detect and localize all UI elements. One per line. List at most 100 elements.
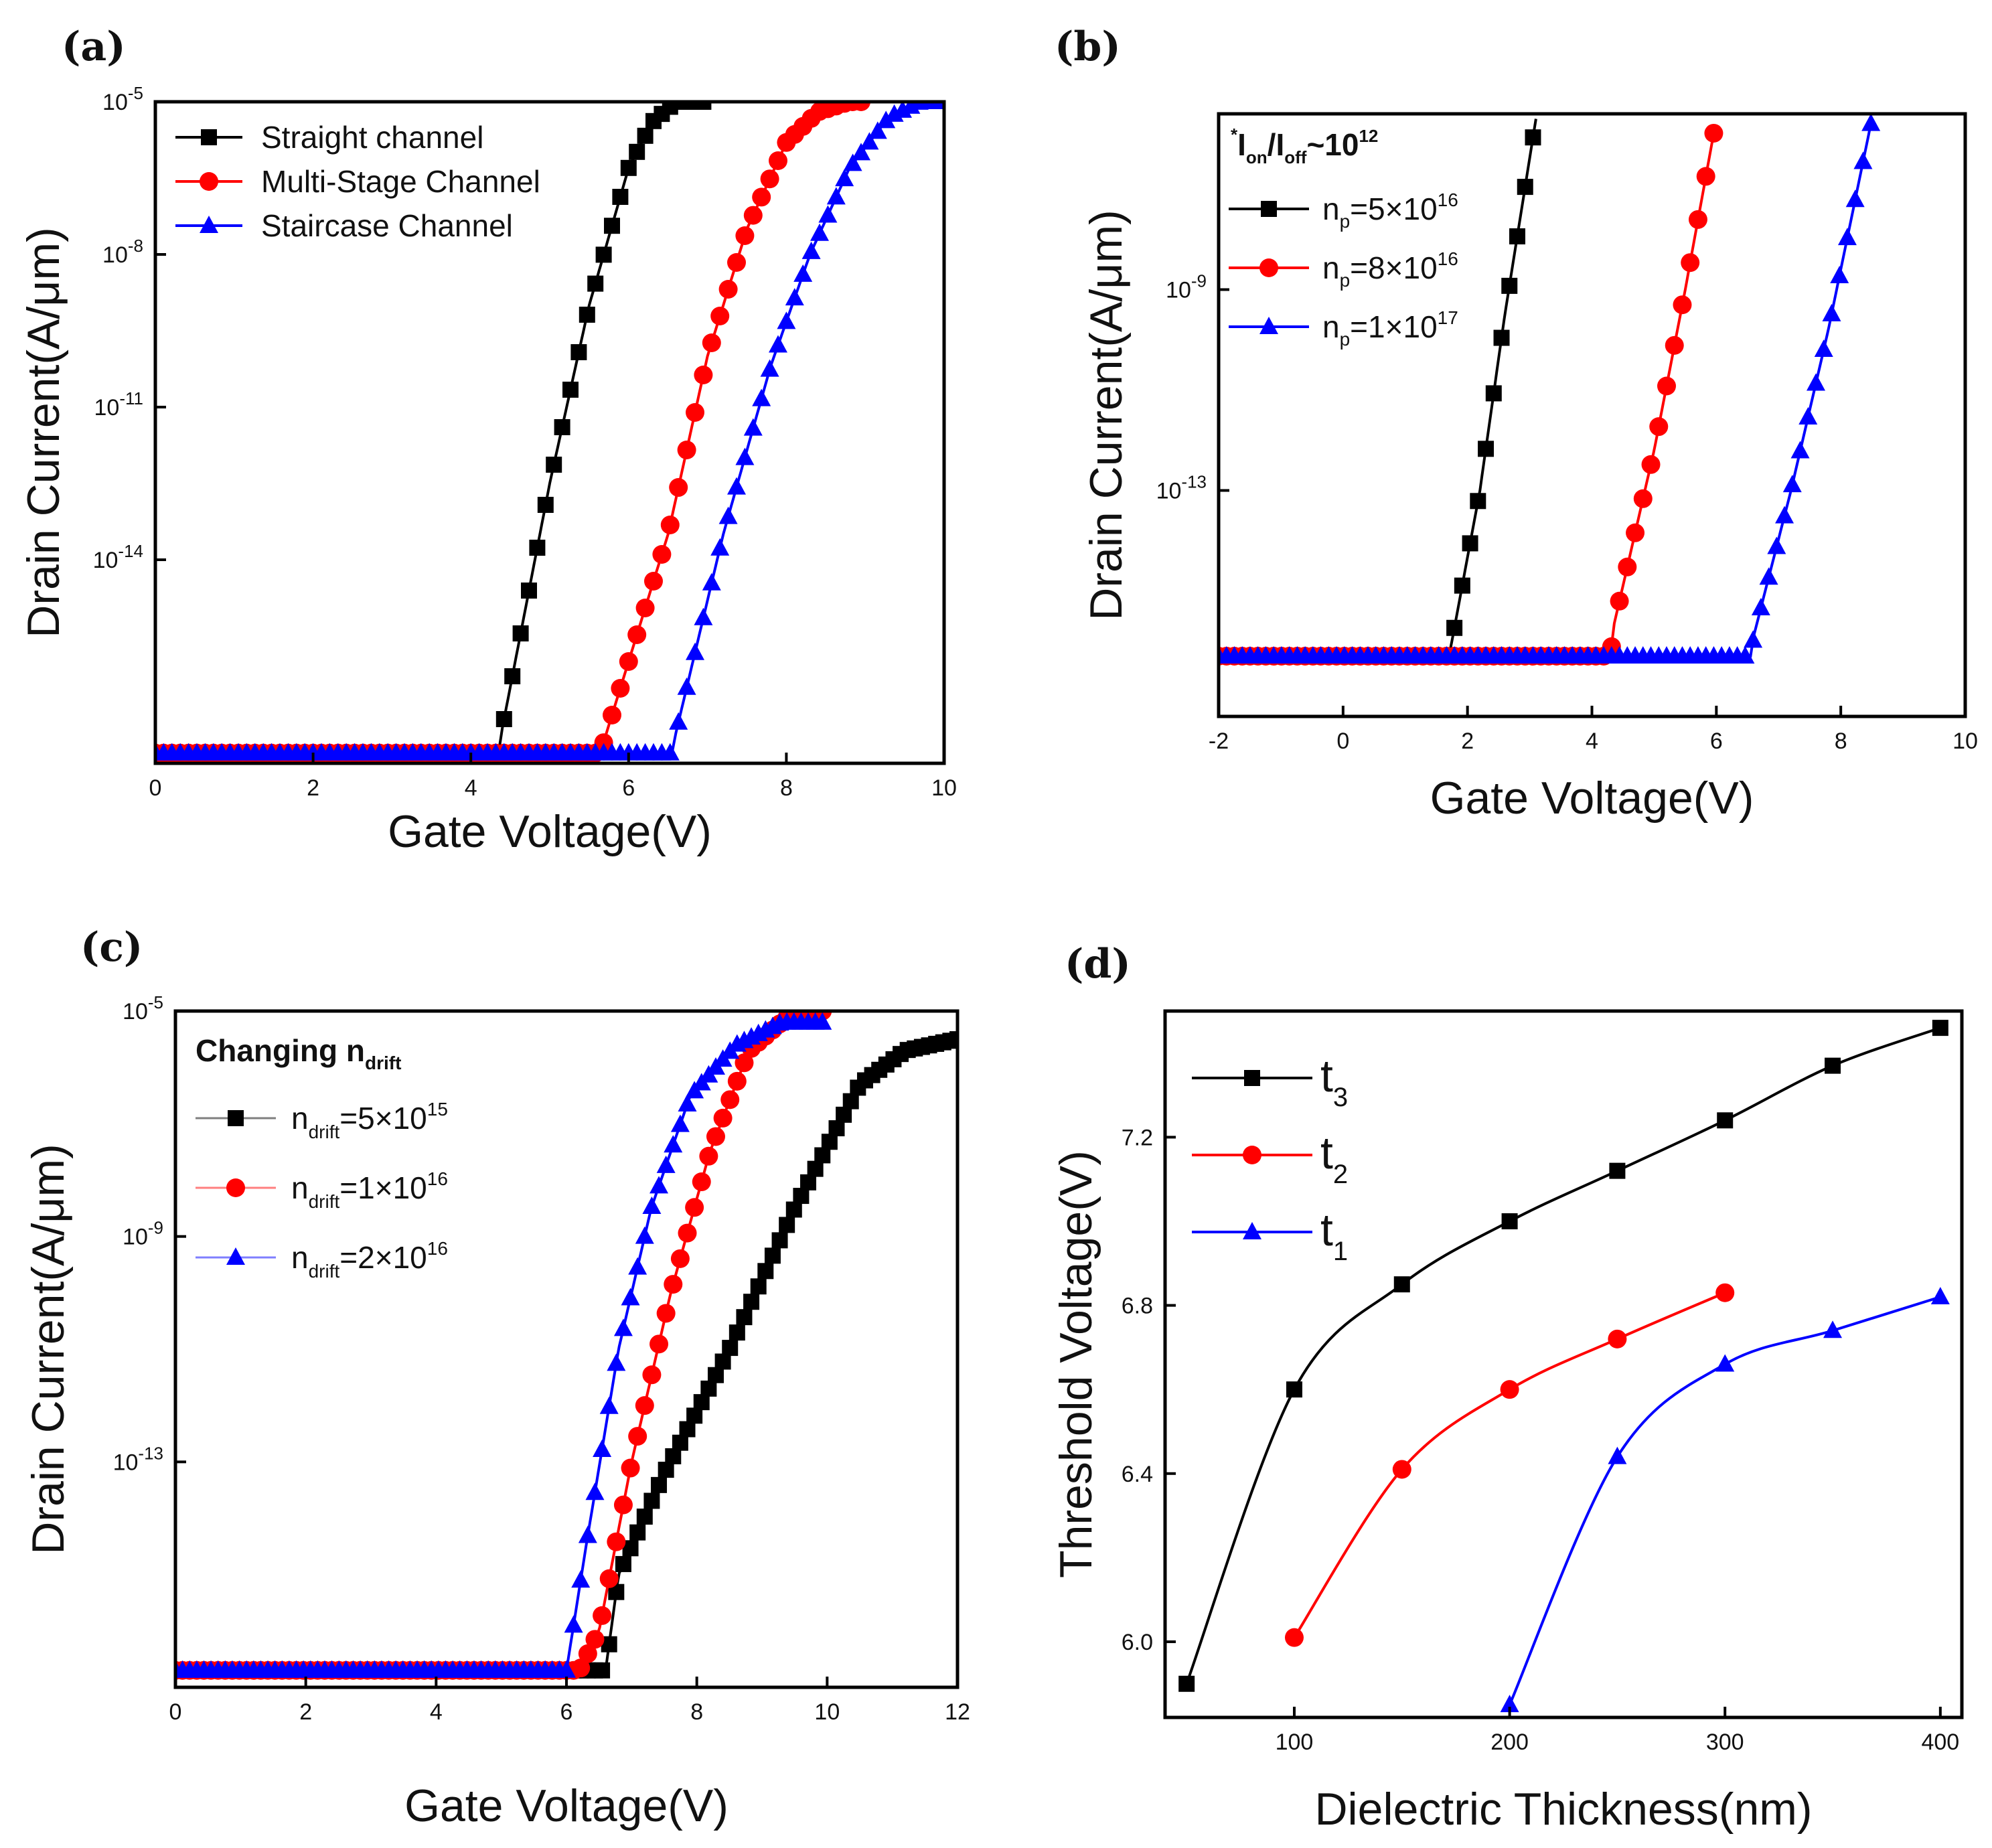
x-tick-label: 200	[1490, 1729, 1529, 1755]
series-1	[1178, 1020, 1948, 1692]
data-point	[693, 1394, 710, 1411]
y-tick-label: 10-13	[113, 1443, 163, 1475]
data-point	[1696, 167, 1715, 186]
data-point	[692, 1172, 711, 1192]
legend-marker	[1261, 201, 1277, 217]
data-point	[678, 1223, 697, 1243]
data-point	[1715, 1283, 1735, 1302]
panel-label: (c)	[80, 924, 143, 971]
legend: Straight channel Multi-Stage Channel Stair…	[175, 120, 540, 243]
x-tick-label: 2	[307, 775, 319, 801]
x-axis-title: Gate Voltage(V)	[388, 806, 712, 857]
legend: Changing ndrift ndrift=5×1015 ndrift=1×101…	[196, 1033, 448, 1282]
data-point	[599, 1569, 619, 1588]
data-point	[635, 1226, 654, 1244]
data-point	[1681, 253, 1700, 273]
data-point	[620, 159, 637, 176]
data-point	[710, 307, 730, 325]
x-tick-label: 0	[169, 1699, 182, 1725]
plot-area	[1219, 114, 1881, 666]
data-point	[760, 169, 779, 189]
data-point	[621, 1288, 640, 1306]
plot-frame	[1163, 1009, 1964, 1719]
data-point	[707, 1367, 724, 1383]
data-point	[1641, 455, 1661, 474]
legend-label: ndrift=5×1015	[291, 1099, 448, 1142]
data-point	[1525, 129, 1541, 146]
data-point	[1649, 417, 1669, 437]
data-point	[807, 1160, 824, 1177]
data-point	[1704, 123, 1723, 143]
legend-marker	[226, 1178, 245, 1197]
x-tick-label: 12	[945, 1699, 970, 1725]
data-point	[694, 366, 713, 384]
data-point	[1775, 506, 1794, 524]
data-point	[621, 1458, 640, 1478]
data-point	[594, 733, 613, 753]
legend-marker	[228, 1110, 244, 1126]
series-3	[1500, 1287, 1950, 1713]
data-point	[842, 1093, 859, 1109]
data-point	[678, 1094, 697, 1112]
data-point	[1715, 1354, 1735, 1372]
data-point	[852, 102, 870, 111]
data-point	[1845, 189, 1865, 208]
data-point	[595, 246, 612, 263]
y-tick-label: 10-9	[123, 1218, 163, 1250]
legend-title: Changing ndrift	[196, 1033, 401, 1073]
legend-marker	[226, 1247, 245, 1265]
data-point	[612, 189, 629, 205]
data-point	[735, 1053, 754, 1073]
data-point	[1930, 1287, 1950, 1305]
data-point	[1509, 228, 1525, 244]
data-point	[578, 1644, 597, 1663]
data-point	[1825, 1057, 1841, 1074]
on-off-annotation: *Ion/Ioff~1012	[1231, 125, 1378, 167]
data-point	[636, 1509, 653, 1525]
y-axis-title: Drain Current(A/μm)	[23, 1144, 74, 1555]
data-point	[1830, 265, 1849, 283]
data-point	[593, 1606, 612, 1625]
panel-label: (d)	[1065, 941, 1131, 988]
data-point	[860, 132, 879, 150]
data-point	[635, 1396, 654, 1415]
data-point	[1717, 1112, 1734, 1129]
data-point	[1470, 493, 1486, 510]
data-point	[695, 102, 712, 110]
data-point	[743, 418, 763, 436]
data-point	[604, 218, 620, 234]
legend-label: t2	[1320, 1128, 1348, 1189]
data-point	[1861, 114, 1881, 131]
data-point	[529, 540, 546, 556]
plot-area	[155, 102, 944, 763]
data-point	[785, 288, 804, 306]
data-point	[611, 679, 630, 698]
x-axis-title: Gate Voltage(V)	[1430, 773, 1754, 824]
legend-label: np=8×1016	[1322, 248, 1458, 291]
data-point	[571, 1570, 591, 1588]
data-point	[1807, 373, 1825, 391]
data-point	[603, 706, 621, 724]
legend-marker	[1243, 1222, 1261, 1239]
data-point	[713, 1108, 733, 1128]
plot-frame	[153, 100, 946, 765]
data-point	[594, 1662, 611, 1679]
y-tick-label: 7.2	[1122, 1125, 1153, 1150]
x-tick-label: 100	[1276, 1729, 1314, 1755]
data-point	[743, 206, 763, 225]
y-axis-title: Drain Current(A/μm)	[1081, 210, 1132, 621]
data-point	[1610, 591, 1629, 611]
data-point	[727, 477, 746, 495]
data-point	[821, 1134, 838, 1150]
legend-marker	[1259, 317, 1278, 334]
data-point	[585, 1482, 605, 1500]
legend-marker	[200, 172, 218, 191]
data-point	[642, 1197, 662, 1215]
data-point	[735, 226, 755, 245]
y-axis-title: Threshold Voltage(V)	[1051, 1150, 1101, 1578]
data-point	[736, 1309, 753, 1326]
data-point	[629, 143, 645, 160]
data-point	[1501, 1213, 1518, 1229]
data-point	[1178, 1675, 1195, 1692]
data-point	[777, 311, 796, 329]
